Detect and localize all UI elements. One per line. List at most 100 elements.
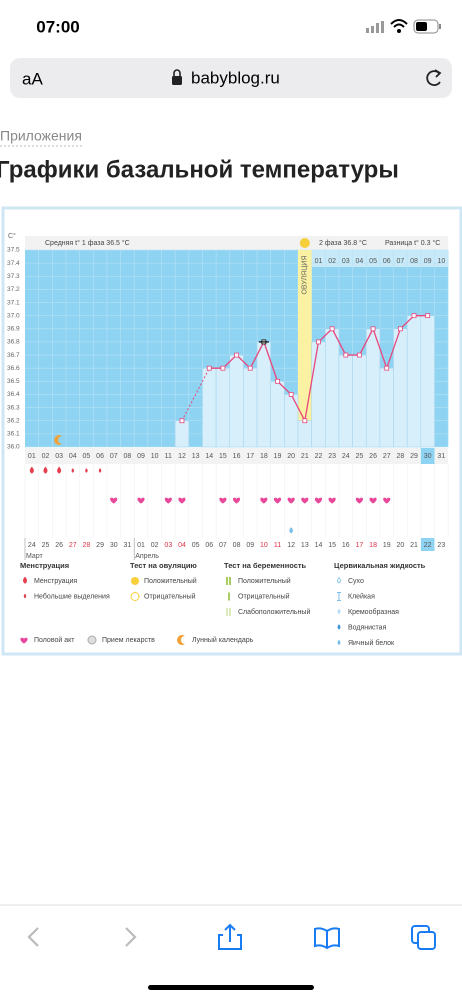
- bar: [379, 367, 394, 448]
- x-tick-label: 06: [96, 453, 104, 460]
- legend-item: Слабоположительный: [238, 608, 310, 616]
- legend-item: Сухо: [348, 578, 364, 585]
- spotting-drop: [85, 468, 88, 473]
- breadcrumb[interactable]: Приложения: [0, 128, 82, 144]
- x-tick-label: 05: [83, 453, 91, 460]
- date-label: 27: [69, 542, 77, 549]
- date-label: 20: [396, 542, 404, 549]
- date-label: 16: [342, 542, 350, 549]
- legend-item: Отрицательный: [238, 592, 290, 600]
- phase2-day: 01: [315, 258, 323, 265]
- legend-item: Положительный: [144, 577, 197, 585]
- legend-item: Отрицательный: [144, 592, 196, 600]
- date-label: 25: [42, 542, 50, 549]
- y-tick-label: 36.2: [7, 417, 20, 424]
- date-label: 21: [410, 542, 418, 549]
- date-label: 09: [246, 542, 254, 549]
- intercourse-heart: [260, 497, 268, 504]
- y-tick-label: 36.9: [7, 326, 20, 333]
- y-tick-label: 36.8: [7, 339, 20, 346]
- y-unit: C°: [8, 232, 16, 240]
- share-button[interactable]: [218, 923, 242, 950]
- legend-group-title: Тест на беременность: [224, 561, 307, 570]
- tabs-button[interactable]: [411, 925, 436, 950]
- x-tick-label: 15: [219, 453, 227, 460]
- legend-icon: [337, 639, 341, 646]
- address-bar[interactable]: [10, 58, 452, 98]
- x-tick-label: 18: [260, 453, 268, 460]
- text-size-button[interactable]: aA: [22, 69, 43, 88]
- intercourse-heart: [164, 497, 172, 504]
- temperature-point: [247, 365, 253, 371]
- status-icons: [366, 19, 441, 34]
- legend-item: Кремообразная: [348, 608, 399, 616]
- legend-icon: [337, 577, 341, 584]
- legend-icon: [337, 624, 341, 630]
- date-label: 05: [192, 542, 200, 549]
- temperature-point: [357, 352, 362, 358]
- date-label: 22: [424, 542, 432, 549]
- intercourse-heart: [314, 497, 323, 504]
- x-tick-label: 12: [178, 453, 186, 460]
- x-tick-label: 24: [342, 453, 350, 460]
- forward-button[interactable]: [125, 927, 137, 947]
- legend-item: Клейкая: [348, 592, 375, 600]
- legend-icon: [337, 608, 341, 615]
- y-tick-label: 36.0: [7, 444, 20, 451]
- spotting-drop: [98, 468, 102, 473]
- day-strip: [25, 448, 449, 464]
- bar: [202, 367, 217, 448]
- temperature-point: [316, 339, 321, 345]
- temperature-point: [411, 313, 417, 319]
- menstruation-drop: [43, 466, 48, 474]
- phase1-summary: Средняя t° 1 фаза 36.5 °C: [45, 239, 130, 247]
- y-tick-label: 36.5: [7, 378, 20, 385]
- legend-item: Лунный календарь: [192, 636, 254, 644]
- bar: [270, 381, 285, 448]
- legend-icon: [226, 608, 231, 616]
- legend-group-title: Менструация: [20, 561, 69, 570]
- page-title: Графики базальной температуры: [0, 156, 399, 183]
- intercourse-heart: [178, 497, 186, 504]
- y-tick-label: 37.4: [7, 260, 20, 267]
- legend-icon: [23, 593, 27, 599]
- intercourse-heart: [273, 497, 282, 504]
- x-tick-label: 27: [383, 453, 391, 460]
- ovulation-icon: [299, 238, 310, 248]
- reload-button[interactable]: [426, 69, 442, 86]
- egg-white-drop: [289, 527, 293, 534]
- date-label: 23: [437, 542, 445, 549]
- legend-item: Положительный: [238, 577, 291, 585]
- bookmarks-button[interactable]: [314, 927, 340, 950]
- x-tick-label: 11: [165, 453, 172, 460]
- bar: [297, 420, 312, 448]
- diff-summary: Разница t° 0.3 °C: [385, 239, 440, 247]
- date-label: 28: [83, 542, 91, 549]
- phase2-day: 07: [396, 258, 404, 265]
- legend-icon: [131, 577, 139, 585]
- temperature-point: [234, 352, 239, 358]
- bar: [215, 367, 231, 448]
- intercourse-heart: [328, 497, 336, 504]
- x-tick-label: 14: [205, 453, 213, 460]
- legend-icon: [130, 592, 140, 601]
- url[interactable]: babyblog.ru: [191, 68, 280, 87]
- date-label: 10: [260, 542, 268, 549]
- x-tick-label: 25: [356, 453, 364, 460]
- legend-icon: [20, 637, 28, 644]
- y-tick-label: 36.6: [7, 365, 20, 372]
- bar: [406, 315, 422, 448]
- legend-item: Менструация: [34, 578, 77, 585]
- intercourse-heart: [301, 497, 309, 504]
- temperature-point: [206, 365, 212, 371]
- month-label: Март: [26, 553, 44, 560]
- x-tick-label: 26: [369, 453, 377, 460]
- gap-connector: [181, 367, 210, 421]
- intercourse-heart: [219, 497, 227, 504]
- back-button[interactable]: [27, 927, 39, 947]
- home-indicator: [148, 985, 314, 990]
- date-label: 29: [96, 542, 104, 549]
- moon: [54, 435, 63, 446]
